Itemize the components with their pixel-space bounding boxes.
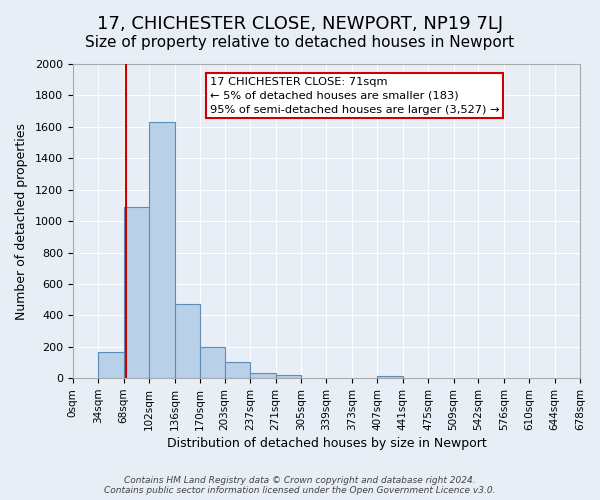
Bar (175, 304, 200, 378)
X-axis label: Distribution of detached houses by size in Newport: Distribution of detached houses by size … (167, 437, 486, 450)
Text: 17 CHICHESTER CLOSE: 71sqm
← 5% of detached houses are smaller (183)
95% of semi: 17 CHICHESTER CLOSE: 71sqm ← 5% of detac… (210, 76, 499, 114)
Bar (149, 122, 175, 378)
Text: 17, CHICHESTER CLOSE, NEWPORT, NP19 7LJ: 17, CHICHESTER CLOSE, NEWPORT, NP19 7LJ (97, 15, 503, 33)
Text: Contains HM Land Registry data © Crown copyright and database right 2024.: Contains HM Land Registry data © Crown c… (124, 476, 476, 485)
Bar (200, 347, 224, 378)
Y-axis label: Number of detached properties: Number of detached properties (15, 122, 28, 320)
Bar (377, 376, 403, 378)
Text: Contains public sector information licensed under the Open Government Licence v3: Contains public sector information licen… (104, 486, 496, 495)
Bar (224, 362, 250, 378)
Bar (250, 372, 275, 378)
Text: Size of property relative to detached houses in Newport: Size of property relative to detached ho… (85, 35, 515, 50)
Bar (98, 352, 124, 378)
Bar (124, 207, 149, 378)
Bar (275, 375, 301, 378)
